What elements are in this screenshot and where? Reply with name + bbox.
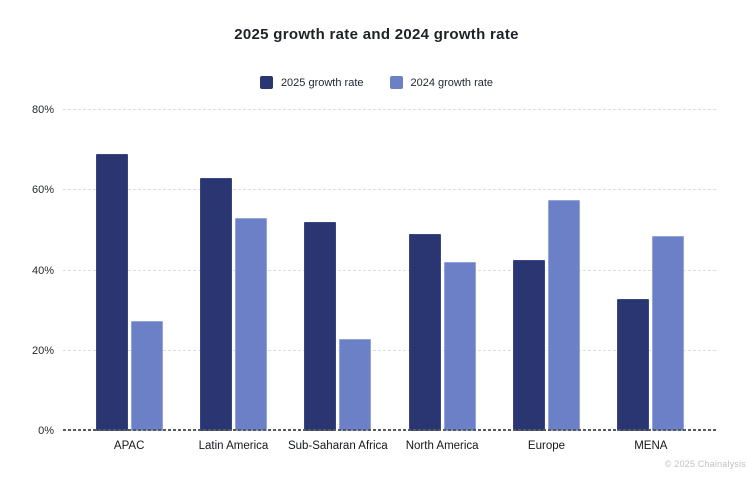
chart-legend: 2025 growth rate 2024 growth rate	[0, 76, 753, 89]
bar-2025-growth-rate-north-america	[408, 234, 441, 431]
x-axis-label-latin-america: Latin America	[198, 440, 269, 452]
bar-2024-growth-rate-latin-america	[234, 218, 267, 431]
bar-groups: APAC Latin America Sub-Saharan Africa North…	[63, 110, 717, 452]
bar-group-apac: APAC	[77, 110, 181, 452]
y-tick-label-20: 20%	[31, 344, 54, 357]
bar-2025-growth-rate-latin-america	[199, 178, 232, 431]
x-axis-label-north-america: North America	[405, 440, 479, 452]
bar-group-sub-saharan-africa: Sub-Saharan Africa	[286, 110, 390, 452]
bar-group-north-america: North America	[390, 110, 494, 452]
bar-group-europe: Europe	[494, 110, 598, 452]
bar-2024-growth-rate-sub-saharan-africa	[339, 338, 372, 431]
bar-group-mena: MENA	[599, 110, 703, 452]
chart-title: 2025 growth rate and 2024 growth rate	[234, 26, 519, 43]
bar-2024-growth-rate-mena	[652, 236, 685, 431]
bar-2025-growth-rate-mena	[617, 298, 650, 431]
bar-2025-growth-rate-sub-saharan-africa	[304, 222, 337, 431]
x-axis-label-apac: APAC	[113, 440, 145, 452]
x-axis-baseline	[63, 429, 717, 431]
y-tick-label-0: 0%	[38, 425, 54, 437]
legend-item-2025-growth-rate: 2025 growth rate	[259, 76, 364, 89]
y-tick-label-80: 80%	[31, 104, 54, 116]
gridline-60	[63, 189, 717, 191]
bar-2024-growth-rate-europe	[547, 200, 580, 431]
gridline-20	[63, 349, 717, 351]
bar-2025-growth-rate-europe	[512, 260, 545, 431]
gridline-40	[63, 269, 717, 271]
y-tick-label-40: 40%	[31, 264, 54, 277]
legend-label-2025-growth-rate: 2025 growth rate	[280, 76, 364, 89]
x-axis-label-mena: MENA	[634, 440, 668, 452]
x-axis-label-europe: Europe	[527, 440, 566, 452]
legend-label-2024-growth-rate: 2024 growth rate	[410, 76, 494, 89]
plot-area: 0% 20% 40% 60% 80% APAC Latin America Sub-Sahar…	[32, 104, 717, 452]
legend-item-2024-growth-rate: 2024 growth rate	[389, 76, 494, 89]
bar-2024-growth-rate-apac	[130, 320, 163, 431]
y-tick-label-60: 60%	[31, 184, 54, 197]
x-axis-label-sub-saharan-africa: Sub-Saharan Africa	[287, 440, 388, 452]
bar-2024-growth-rate-north-america	[443, 262, 476, 431]
bar-2025-growth-rate-apac	[95, 154, 128, 431]
gridline-80	[63, 109, 717, 110]
bar-group-latin-america: Latin America	[181, 110, 285, 452]
copyright-text: © 2025 Chainalysis	[664, 459, 746, 469]
legend-swatch-2024-growth-rate	[389, 76, 403, 89]
legend-swatch-2025-growth-rate	[259, 76, 273, 89]
